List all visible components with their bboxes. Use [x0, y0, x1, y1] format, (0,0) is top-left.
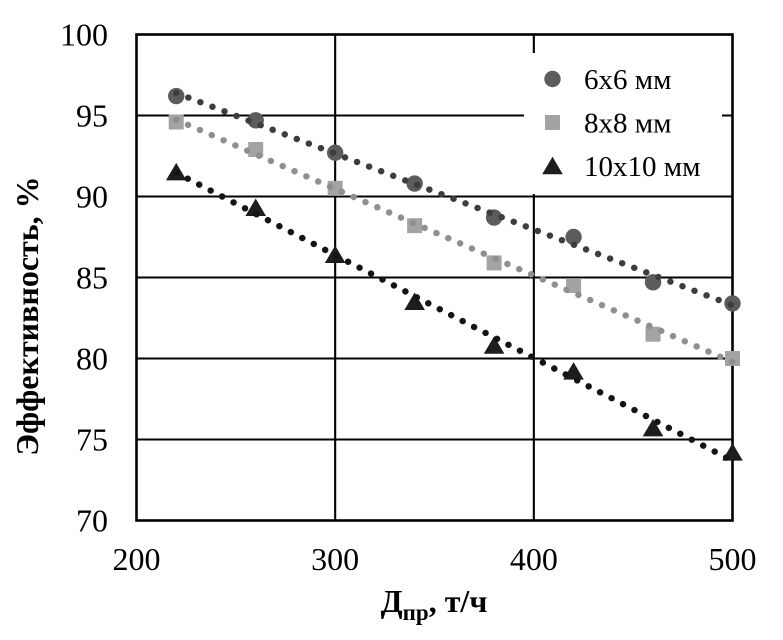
data-point-circle-420: [565, 228, 582, 246]
x-axis-title-suffix: , т/ч: [429, 583, 488, 619]
y-tick-label-90: 90: [76, 179, 108, 215]
plot-border: [135, 33, 734, 522]
y-tick-label-75: 75: [76, 422, 108, 458]
legend-marker-square: [545, 115, 560, 130]
trendline-triangle: [173, 169, 736, 465]
x-axis-title-subscript: пр: [403, 600, 429, 625]
x-tick-label-500: 500: [709, 541, 757, 577]
y-axis-title: Эффективность, %: [9, 176, 45, 455]
data-point-triangle-340: [404, 292, 425, 310]
data-point-square-420: [566, 278, 582, 294]
x-tick-label-300: 300: [311, 541, 359, 577]
y-tick-label-85: 85: [76, 260, 108, 296]
y-tick-label-100: 100: [60, 17, 108, 53]
legend-label-triangle: 10x10 мм: [584, 151, 700, 183]
y-tick-label-70: 70: [76, 503, 108, 539]
data-point-triangle-460: [642, 418, 664, 437]
legend-label-square: 8x8 мм: [584, 108, 671, 140]
x-axis-title-main: Д: [381, 583, 403, 619]
x-tick-label-200: 200: [113, 541, 161, 577]
data-point-triangle-380: [483, 336, 505, 354]
data-point-square-460: [645, 326, 661, 342]
y-tick-label-80: 80: [76, 341, 108, 377]
legend-label-circle: 6x6 мм: [584, 64, 671, 96]
data-point-square-500: [725, 351, 740, 366]
data-point-triangle-260: [245, 198, 266, 217]
trendline-circle: [173, 89, 736, 309]
series-triangle: [165, 162, 743, 461]
legend-marker-triangle: [542, 156, 563, 175]
legend-marker-circle: [544, 70, 561, 88]
y-tick-label-95: 95: [76, 98, 108, 134]
trendline-square: [173, 116, 736, 366]
x-axis-title: Дпр, т/ч: [381, 583, 488, 625]
x-tick-label-400: 400: [510, 541, 558, 577]
